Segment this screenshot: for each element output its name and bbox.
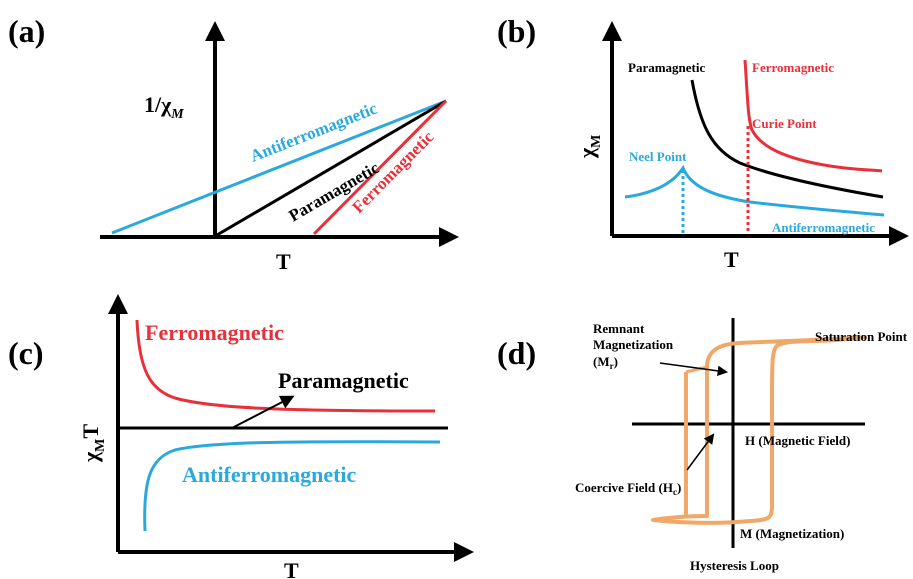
- panel-b-antiferro-label: Antiferromagnetic: [772, 220, 875, 235]
- panel-d-remnant-line3: (Mr): [593, 354, 618, 371]
- panel-b-para-curve: [690, 79, 884, 199]
- panel-c-para-arrow: [231, 395, 295, 429]
- panel-c-ferro-label: Ferromagnetic: [145, 320, 284, 345]
- panel-b-x-label: T: [724, 247, 739, 272]
- panel-d-remnant-line2: Magnetization: [593, 337, 674, 352]
- panel-b-para-label: Paramagnetic: [628, 60, 705, 75]
- panel-d-coercive-label: Coercive Field (Hc): [575, 480, 681, 497]
- panel-b-y-label: χM: [574, 135, 604, 159]
- panel-c-y-label: χMT: [78, 424, 108, 463]
- panel-d: (d) Remnant Magnetization (Mr) Saturatio…: [497, 318, 908, 573]
- panel-b-neel-label: Neel Point: [629, 149, 687, 164]
- panel-b-ferro-curve: [743, 59, 883, 173]
- panel-c-tag: (c): [8, 335, 44, 371]
- panel-d-remnant-arrow: [659, 362, 729, 377]
- panel-d-saturation-label: Saturation Point: [815, 329, 908, 344]
- panel-a-para-line: [216, 99, 447, 237]
- panel-b-tag: (b): [497, 13, 536, 49]
- panel-c-antiferro-curve: [143, 440, 441, 532]
- panel-a-y-label: 1/χM: [144, 92, 184, 122]
- panel-c-para-label: Paramagnetic: [278, 368, 409, 393]
- panel-a: (a) 1/χM T Antiferromagnetic Paramagneti…: [8, 13, 459, 274]
- panel-c-ferro-curve: [135, 319, 436, 413]
- panel-d-coercive-arrow: [686, 433, 715, 471]
- panel-b-ferro-label: Ferromagnetic: [752, 60, 834, 75]
- panel-c-x-label: T: [284, 558, 299, 579]
- panel-c-antiferro-label: Antiferromagnetic: [182, 462, 357, 487]
- panel-a-antiferro-line: [111, 99, 447, 235]
- panel-b: (b) χM T Paramagnetic Ferromagnetic Curi…: [497, 13, 909, 272]
- panel-d-caption: Hysteresis Loop: [690, 558, 779, 573]
- panel-d-m-axis-label: M (Magnetization): [740, 526, 844, 541]
- panel-d-remnant-line1: Remnant: [593, 321, 645, 336]
- panel-a-ferro-line: [312, 99, 448, 236]
- panel-a-x-label: T: [276, 249, 291, 274]
- panel-c: (c) χMT T Ferromagnetic Paramagnetic Ant…: [8, 294, 474, 579]
- panel-d-loop-left-join: [685, 365, 708, 374]
- panel-b-antiferro-curve: [624, 164, 885, 217]
- panel-d-hysteresis-loop: [651, 335, 867, 525]
- panel-a-tag: (a): [8, 13, 45, 49]
- panel-a-antiferro-label: Antiferromagnetic: [248, 99, 381, 166]
- panel-d-h-axis-label: H (Magnetic Field): [745, 433, 850, 448]
- panel-b-curie-label: Curie Point: [752, 116, 817, 131]
- panel-d-tag: (d): [497, 335, 536, 371]
